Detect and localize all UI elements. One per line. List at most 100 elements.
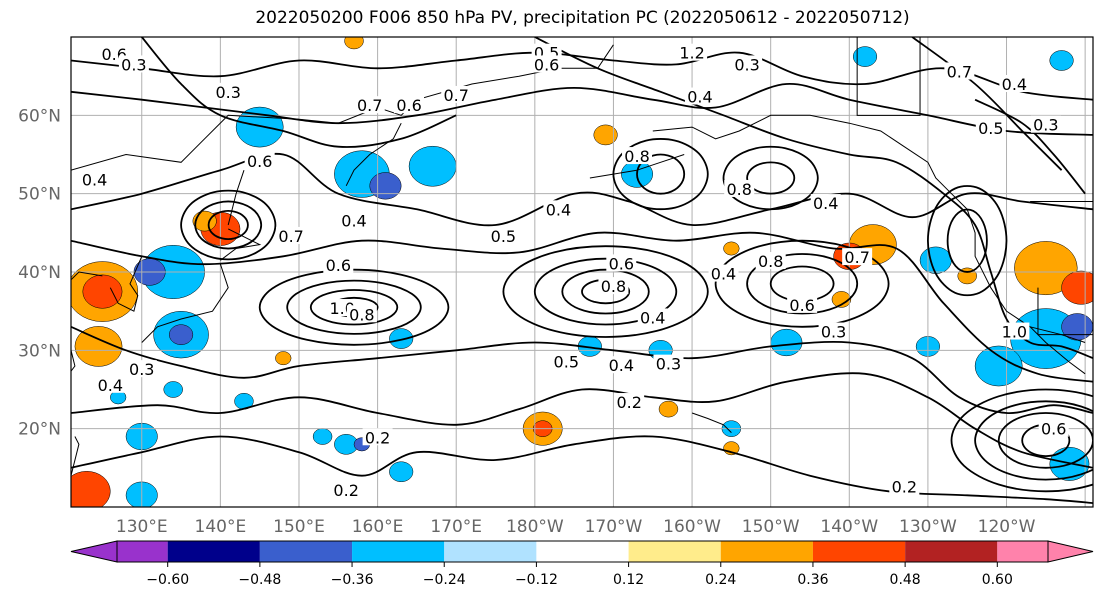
colorbar-tick-label: 0.12 <box>613 572 644 588</box>
contour-label: 0.6 <box>326 256 351 275</box>
contour-label: 0.4 <box>82 171 107 190</box>
contour-label: 0.4 <box>98 376 123 395</box>
contour-label-background <box>724 179 755 197</box>
precip-patch <box>71 471 111 507</box>
contour-label-background <box>488 226 519 244</box>
pv-contour-line <box>71 435 1093 504</box>
longitude-label: 150°W <box>742 517 800 537</box>
longitude-label: 170°E <box>430 517 482 537</box>
border-line <box>856 37 921 116</box>
contour-label: 0.6 <box>247 152 272 171</box>
precip-patch <box>169 324 194 345</box>
contour-label: 0.2 <box>365 428 390 447</box>
longitude-label: 150°E <box>273 517 325 537</box>
contour-label-background <box>975 118 1006 136</box>
pv-contour-line <box>71 372 1093 469</box>
contour-label: 0.3 <box>129 360 154 379</box>
contour-label-background <box>543 200 574 218</box>
contour-label: 0.8 <box>758 252 783 271</box>
latitude-label: 40°N <box>18 263 61 283</box>
contour-label: 0.6 <box>534 55 559 74</box>
colorbar-outline <box>116 540 1049 563</box>
contour-label: 0.2 <box>892 478 917 497</box>
precip-patch <box>312 428 333 445</box>
contour-label-background <box>787 295 818 313</box>
pv-contour-line <box>258 268 450 346</box>
precip-patch <box>275 351 292 366</box>
pv-contour-line <box>71 231 1093 383</box>
longitude-label: 140°W <box>820 517 878 537</box>
contour-label: 0.4 <box>341 211 366 230</box>
axis-labels: 130°E 140°E 150°E 160°E 170°E 180°W 170°W 160°W… <box>18 106 1035 537</box>
colorbar-segment <box>259 541 353 562</box>
graticule <box>71 37 1093 507</box>
pv-contour-line <box>769 265 835 302</box>
contour-label-background <box>118 55 149 73</box>
contour-label: 0.3 <box>216 83 241 102</box>
contour-label-background <box>394 96 425 114</box>
contour-label-background <box>276 226 307 244</box>
contour-label: 0.5 <box>978 119 1003 138</box>
colorbar-segment <box>720 541 813 562</box>
pv-contour-line <box>946 208 988 273</box>
colorbar-segment <box>352 541 445 562</box>
colorbar-tick-label: −0.36 <box>331 572 374 588</box>
contour-label: 0.3 <box>656 355 681 374</box>
contour-label: 0.4 <box>640 308 665 327</box>
pv-contour-line <box>974 98 1086 195</box>
colorbar-tick-label: 0.48 <box>890 572 921 588</box>
contour-label: 0.6 <box>609 254 634 273</box>
contour-label-background <box>339 211 370 229</box>
coastline <box>141 264 229 343</box>
contour-label-background <box>684 87 715 105</box>
pv-contour-line <box>207 210 249 240</box>
contour-label-background <box>889 477 920 495</box>
contour-label: 0.7 <box>947 62 972 81</box>
pv-contour-line <box>722 145 819 211</box>
contour-label-background <box>708 264 739 282</box>
coastline <box>71 271 103 281</box>
contour-label-background <box>842 248 873 266</box>
contour-label: 0.8 <box>727 180 752 199</box>
contour-label-background <box>622 147 653 165</box>
pv-contour-line <box>612 138 709 211</box>
contour-label: 0.3 <box>734 55 759 74</box>
coastline <box>220 228 262 261</box>
contour-label: 0.6 <box>396 96 421 115</box>
pv-contour-line <box>926 185 1008 297</box>
contour-label-background <box>95 375 126 393</box>
coastline <box>71 436 80 476</box>
precip-patch <box>723 241 740 256</box>
contour-label: 0.4 <box>546 200 571 219</box>
contour-label: 0.7 <box>844 248 869 267</box>
contour-label-background <box>653 354 684 372</box>
contour-label: 0.3 <box>821 323 846 342</box>
longitude-label: 120°W <box>978 517 1036 537</box>
map-title: 2022050200 F006 850 hPa PV, precipitatio… <box>255 8 910 28</box>
coastline <box>109 256 143 312</box>
precip-patch <box>831 291 852 308</box>
pv-contour-line <box>534 37 1093 360</box>
contour-label-background <box>606 254 637 272</box>
colorbar-segment <box>905 541 998 562</box>
coastline <box>71 350 76 373</box>
contour-label: 0.4 <box>711 265 736 284</box>
precip-patch <box>1061 270 1093 305</box>
pv-contour-line <box>974 400 1093 481</box>
contour-label-background <box>1038 419 1069 437</box>
precip-patch <box>389 461 414 483</box>
contour-label: 0.8 <box>349 305 374 324</box>
contour-label-background <box>677 43 708 61</box>
coastline <box>227 170 245 226</box>
contour-label-background <box>244 151 275 169</box>
contour-label: 0.8 <box>624 147 649 166</box>
colorbar-segment <box>997 541 1048 562</box>
coastline <box>691 412 732 433</box>
contour-label-background <box>213 82 244 100</box>
contour-label: 0.4 <box>813 194 838 213</box>
precip-patch <box>235 106 284 148</box>
colorbar-segment <box>536 541 629 562</box>
precip-patch <box>852 46 878 67</box>
precip-patch <box>1014 241 1078 296</box>
